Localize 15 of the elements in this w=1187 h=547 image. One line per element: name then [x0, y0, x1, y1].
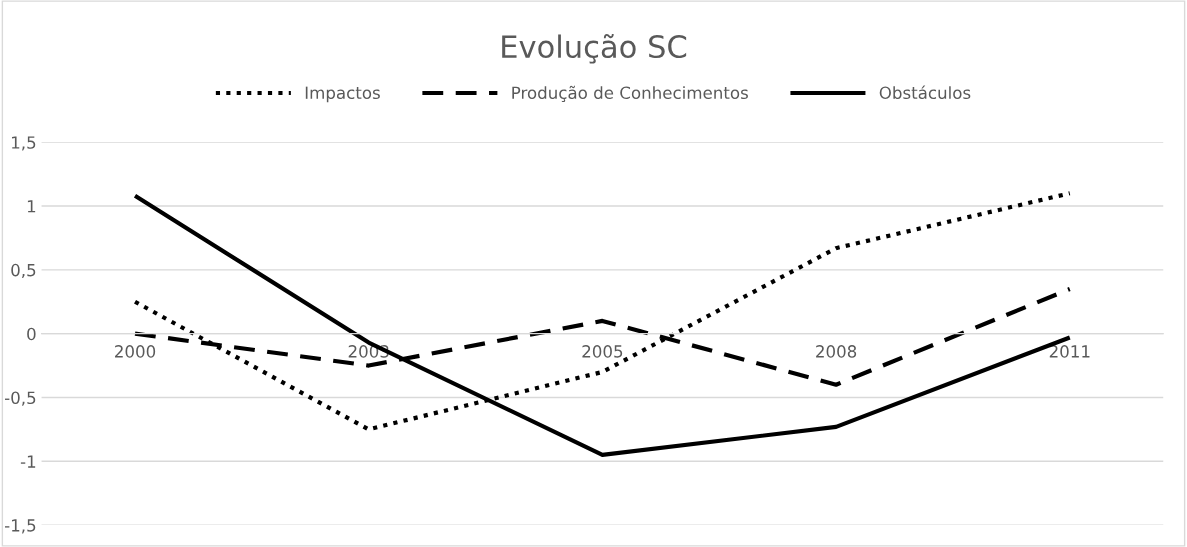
y-tick-label: -1,5 — [4, 519, 36, 534]
legend-label: Obstáculos — [879, 85, 971, 100]
y-tick-label: 0 — [27, 327, 36, 341]
x-tick-label: 2005 — [582, 345, 623, 358]
y-tick-label: 1,5 — [12, 136, 36, 151]
y-tick-label: 0,5 — [11, 263, 36, 279]
x-tick-label: 2000 — [115, 345, 156, 358]
x-tick-label: 2008 — [816, 345, 857, 358]
legend-label: Produção de Conhecimentos — [512, 85, 748, 103]
legend-label: Impactos — [305, 86, 380, 103]
chart-title: Evolução SC — [502, 33, 687, 64]
y-tick-label: 1 — [27, 200, 36, 213]
y-tick-label: -0,5 — [4, 391, 36, 406]
y-tick-label: -1 — [20, 455, 36, 468]
x-tick-label: 2011 — [1049, 345, 1090, 358]
